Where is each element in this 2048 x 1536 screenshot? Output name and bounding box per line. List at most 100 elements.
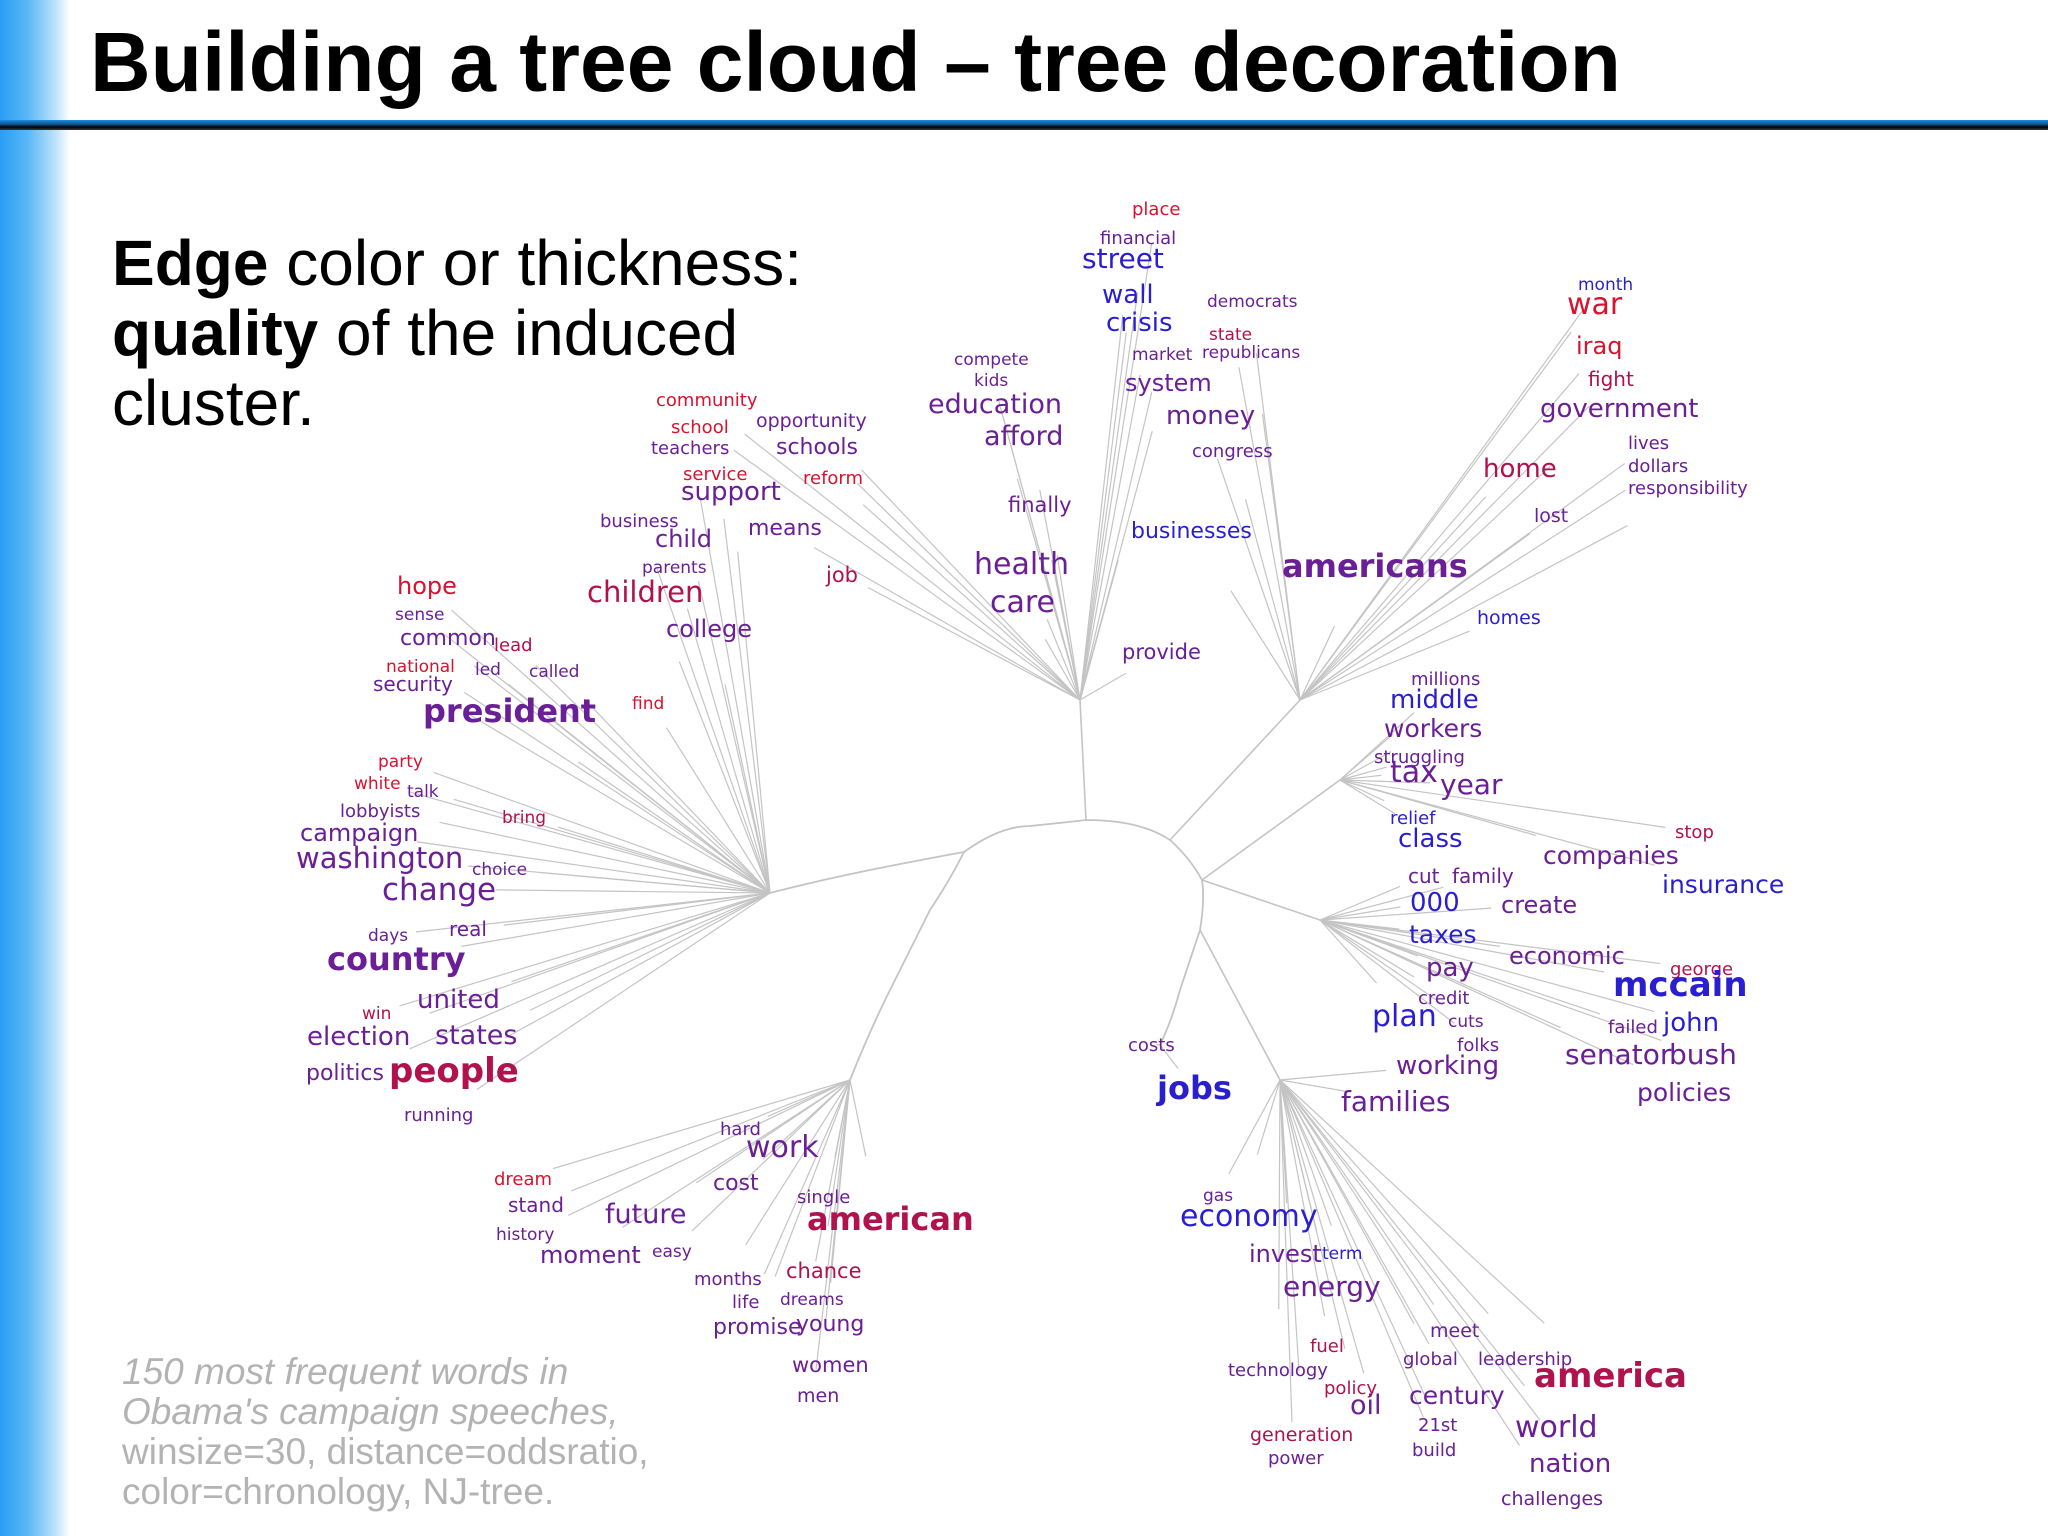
tree-edge (552, 1079, 851, 1170)
cloud-word-community: community (656, 390, 758, 411)
tree-edge (1279, 1079, 1424, 1418)
tree-edge (1079, 314, 1124, 701)
cloud-word-cost: cost (713, 1171, 759, 1196)
tree-edge (1319, 906, 1401, 921)
tree-edge (1319, 919, 1455, 1024)
cloud-word-generation: generation (1250, 1424, 1353, 1446)
cloud-word-homes: homes (1477, 607, 1541, 629)
tree-edge (535, 665, 771, 894)
cloud-word-american: american (807, 1200, 974, 1238)
tree-edge (1339, 779, 1385, 802)
tree-edge (1228, 1079, 1281, 1175)
tree-edge (1299, 533, 1531, 701)
cloud-word-young: young (796, 1312, 864, 1337)
tree-edge (416, 841, 771, 894)
tree-edge (571, 1079, 851, 1192)
tree-edge (1279, 1069, 1387, 1081)
caption-line-1: 150 most frequent words in (122, 1351, 569, 1392)
tree-edge (503, 892, 771, 926)
tree-edge (1339, 779, 1396, 815)
tree-edge (1279, 1079, 1541, 1421)
cloud-word-class: class (1398, 824, 1463, 854)
cloud-word-life: life (732, 1292, 759, 1313)
cloud-word-change: change (382, 872, 496, 908)
tree-edge (1319, 919, 1601, 1015)
tree-edge (415, 892, 771, 933)
cloud-word-job: job (825, 563, 858, 587)
cloud-word-bush: bush (1669, 1038, 1737, 1071)
cloud-word-place: place (1132, 199, 1180, 220)
cloud-word-families: families (1341, 1085, 1450, 1118)
cloud-word-reform: reform (803, 468, 863, 489)
cloud-word-credit: credit (1418, 988, 1469, 1009)
cloud-word-cuts: cuts (1448, 1012, 1484, 1032)
tree-edge (1299, 625, 1335, 701)
tree-edge (1279, 1079, 1435, 1305)
cloud-word-john: john (1662, 1008, 1719, 1038)
cloud-word-care: care (990, 585, 1055, 620)
cloud-word-sense: sense (395, 605, 444, 625)
tree-edge (568, 1079, 851, 1216)
tree-edge (529, 892, 771, 1011)
cloud-word-women: women (792, 1353, 869, 1377)
tree-edge (538, 871, 771, 894)
cloud-word-means: means (748, 516, 822, 541)
cloud-word-democrats: democrats (1207, 292, 1298, 312)
tree-edge (476, 892, 771, 1090)
tree-edge (1319, 919, 1661, 965)
bullet-text: Edge color or thickness: quality of the i… (112, 228, 892, 438)
cloud-word-college: college (666, 615, 752, 643)
tree-edge (1319, 907, 1492, 921)
cloud-word-middle: middle (1390, 685, 1479, 715)
tree-edge (463, 691, 771, 894)
cloud-word-compete: compete (954, 350, 1029, 370)
tree-edge (963, 819, 1205, 1046)
cloud-word-century: century (1409, 1381, 1505, 1410)
tree-edge (1279, 1079, 1349, 1093)
tree-edge (1319, 919, 1377, 984)
cloud-word-washington: washington (296, 841, 463, 875)
tree-edge (1319, 919, 1605, 973)
cloud-word-companies: companies (1543, 841, 1679, 870)
cloud-word-moment: moment (540, 1241, 641, 1269)
tree-edge (1339, 733, 1394, 781)
cloud-word-country: country (327, 940, 466, 978)
tree-edge (656, 568, 771, 894)
cloud-word-choice: choice (472, 860, 527, 880)
tree-edge (815, 1079, 851, 1262)
cloud-word-states: states (435, 1020, 517, 1051)
bullet-text-part1: color or thickness: (268, 227, 802, 299)
tree-edge (1279, 1079, 1293, 1423)
tree-edge (1279, 1079, 1489, 1315)
tree-edge (1044, 639, 1081, 701)
cloud-word-energy: energy (1283, 1270, 1381, 1303)
cloud-word-americans: americans (1282, 547, 1468, 585)
tree-edge (1201, 879, 1321, 921)
tree-edge (724, 684, 771, 894)
cloud-word-market: market (1132, 345, 1193, 365)
cloud-word-history: history (496, 1225, 554, 1245)
cloud-word-build: build (1412, 1440, 1456, 1461)
tree-edges (399, 243, 1666, 1446)
cloud-word-real: real (449, 917, 487, 941)
tree-edge (1201, 779, 1341, 881)
cloud-word-health: health (974, 547, 1069, 582)
cloud-word-state: state (1209, 325, 1252, 345)
cloud-word-home: home (1483, 454, 1557, 484)
cloud-word-21st: 21st (1418, 1415, 1457, 1436)
tree-edge (1299, 463, 1553, 701)
cloud-word-days: days (368, 926, 408, 946)
tree-edge (1299, 331, 1572, 701)
cloud-word-children: children (587, 575, 703, 609)
cloud-word-invest: invest (1249, 1240, 1322, 1268)
cloud-word-costs: costs (1128, 1035, 1175, 1056)
cloud-word-teachers: teachers (651, 438, 729, 459)
cloud-word-work: work (746, 1130, 819, 1165)
tree-edge (699, 497, 771, 894)
side-gradient-bar (0, 0, 70, 1536)
cloud-word-policies: policies (1637, 1078, 1731, 1107)
cloud-word-talk: talk (407, 782, 439, 802)
tree-edge (1079, 332, 1127, 701)
cloud-word-jobs: jobs (1155, 1069, 1232, 1107)
